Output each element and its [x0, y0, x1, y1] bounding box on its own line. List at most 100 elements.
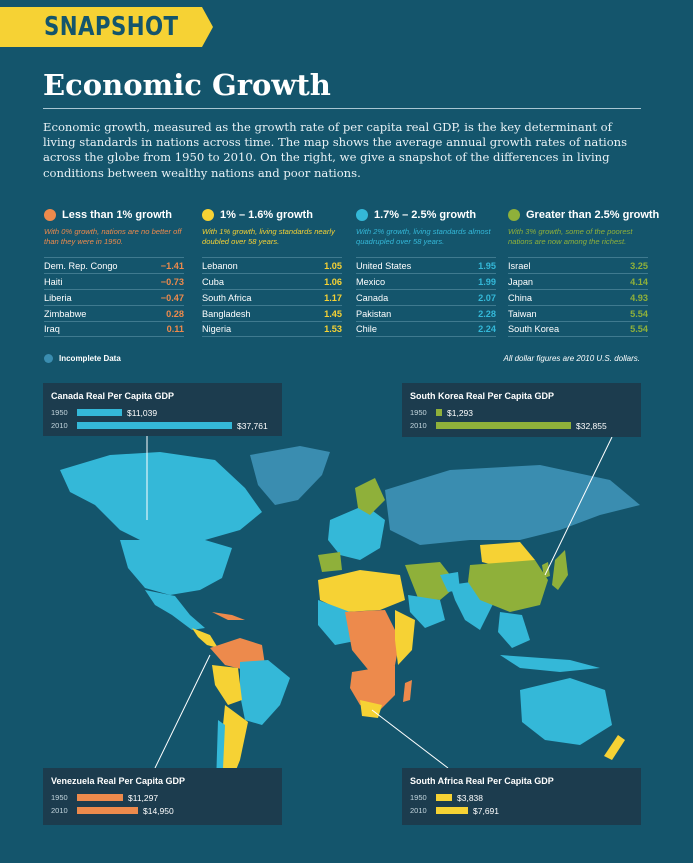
category-less-than-1: Less than 1% growth With 0% growth, natio… — [44, 209, 184, 337]
map-caribbean — [212, 612, 245, 620]
map-central-america — [192, 628, 218, 648]
category-color-dot — [44, 209, 56, 221]
growth-rate: −1.41 — [160, 260, 184, 271]
gdp-bar — [77, 409, 122, 416]
banner-label: SNAPSHOT — [44, 12, 179, 42]
country-row: Pakistan 2.28 — [356, 305, 496, 321]
map-southeast-asia — [498, 612, 530, 648]
category-label: Greater than 2.5% growth — [526, 209, 660, 221]
map-north-africa — [318, 570, 405, 612]
growth-rate: 5.54 — [630, 308, 648, 319]
country-row: Cuba 1.06 — [202, 273, 342, 289]
gdp-bar — [77, 794, 123, 801]
gdp-row-1950: 1950 $11,297 — [51, 791, 274, 804]
category-label: Less than 1% growth — [62, 209, 173, 221]
country-name: Bangladesh — [202, 308, 251, 319]
map-china — [468, 560, 548, 612]
growth-rate: 1.45 — [324, 308, 342, 319]
country-row: Israel 3.25 — [508, 257, 648, 273]
gdp-row-1950: 1950 $11,039 — [51, 406, 274, 419]
country-row: Taiwan 5.54 — [508, 305, 648, 321]
map-pakistan — [440, 572, 460, 592]
growth-rate: 2.24 — [478, 324, 496, 334]
category-1-7-to-2-5: 1.7% – 2.5% growth With 2% growth, living… — [356, 209, 496, 337]
country-row: South Korea 5.54 — [508, 321, 648, 337]
country-name: Pakistan — [356, 308, 392, 319]
growth-rate: 1.06 — [324, 276, 342, 287]
country-row: Bangladesh 1.45 — [202, 305, 342, 321]
gdp-value: $37,761 — [237, 420, 268, 431]
country-name: South Korea — [508, 324, 560, 334]
map-madagascar — [403, 680, 412, 702]
category-heading: Less than 1% growth — [44, 209, 184, 221]
south-korea-gdp-box: South Korea Real Per Capita GDP 1950 $1,29… — [402, 383, 641, 437]
gdp-value: $7,691 — [473, 805, 499, 816]
growth-rate: 3.25 — [630, 260, 648, 271]
gdp-bar — [436, 794, 452, 801]
banner-shape — [0, 7, 213, 47]
category-heading: Greater than 2.5% growth — [508, 209, 659, 221]
category-color-dot — [356, 209, 368, 221]
incomplete-data-legend: Incomplete Data — [44, 354, 121, 363]
title-divider — [43, 108, 641, 109]
country-row: South Africa 1.17 — [202, 289, 342, 305]
gdp-bar — [436, 807, 468, 814]
gdp-year: 2010 — [51, 421, 68, 430]
map-scandinavia — [355, 478, 385, 515]
gdp-bar — [436, 409, 442, 416]
map-new-zealand — [604, 735, 625, 760]
gdp-row-2010: 2010 $37,761 — [51, 419, 274, 432]
category-label: 1.7% – 2.5% growth — [374, 209, 477, 221]
category-heading: 1.7% – 2.5% growth — [356, 209, 496, 221]
country-name: United States — [356, 260, 412, 271]
country-name: Lebanon — [202, 260, 238, 271]
map-southern-africa — [350, 665, 395, 712]
country-list: United States 1.95 Mexico 1.99 Canada 2.07 Pak… — [356, 257, 496, 337]
category-color-dot — [202, 209, 214, 221]
growth-rate: 2.28 — [478, 308, 496, 319]
country-row: Zimbabwe 0.28 — [44, 305, 184, 321]
country-list: Lebanon 1.05 Cuba 1.06 South Africa 1.17 Bangl… — [202, 257, 342, 337]
country-name: Dem. Rep. Congo — [44, 260, 118, 271]
gdp-row-2010: 2010 $7,691 — [410, 804, 633, 817]
gdp-box-title: South Korea Real Per Capita GDP — [410, 391, 555, 401]
south-africa-gdp-box: South Africa Real Per Capita GDP 1950 $3,8… — [402, 768, 641, 825]
country-row: Mexico 1.99 — [356, 273, 496, 289]
country-name: Haiti — [44, 276, 63, 287]
incomplete-dot — [44, 354, 53, 363]
incomplete-label: Incomplete Data — [59, 354, 121, 363]
gdp-box-title: Venezuela Real Per Capita GDP — [51, 776, 186, 786]
gdp-year: 2010 — [410, 421, 427, 430]
gdp-bar — [77, 422, 232, 429]
category-greater-2-5: Greater than 2.5% growth With 3% growth, … — [508, 209, 659, 337]
growth-rate: −0.73 — [160, 276, 184, 287]
category-description: With 3% growth, some of the poorest nati… — [508, 227, 633, 246]
country-list: Dem. Rep. Congo −1.41 Haiti −0.73 Liberia −0.… — [44, 257, 184, 337]
country-row: Lebanon 1.05 — [202, 257, 342, 273]
map-canada — [60, 452, 262, 545]
gdp-value: $1,293 — [447, 407, 473, 418]
gdp-value: $3,838 — [457, 792, 483, 803]
country-name: Iraq — [44, 324, 60, 334]
map-iberia — [318, 552, 342, 572]
country-name: Cuba — [202, 276, 224, 287]
gdp-row-2010: 2010 $32,855 — [410, 419, 633, 432]
country-row: Liberia −0.47 — [44, 289, 184, 305]
gdp-year: 1950 — [410, 793, 427, 802]
country-name: Nigeria — [202, 324, 232, 334]
country-name: Mexico — [356, 276, 386, 287]
gdp-bar — [77, 807, 138, 814]
country-name: Japan — [508, 276, 534, 287]
country-name: Israel — [508, 260, 531, 271]
world-map — [60, 446, 640, 790]
gdp-row-1950: 1950 $3,838 — [410, 791, 633, 804]
map-arabia — [408, 595, 445, 628]
gdp-box-title: Canada Real Per Capita GDP — [51, 391, 175, 401]
gdp-year: 1950 — [51, 793, 68, 802]
growth-rate: 1.53 — [324, 324, 342, 334]
map-japan — [552, 550, 568, 590]
country-row: Haiti −0.73 — [44, 273, 184, 289]
gdp-year: 1950 — [410, 408, 427, 417]
growth-rate: 1.95 — [478, 260, 496, 271]
map-mexico — [145, 590, 205, 630]
